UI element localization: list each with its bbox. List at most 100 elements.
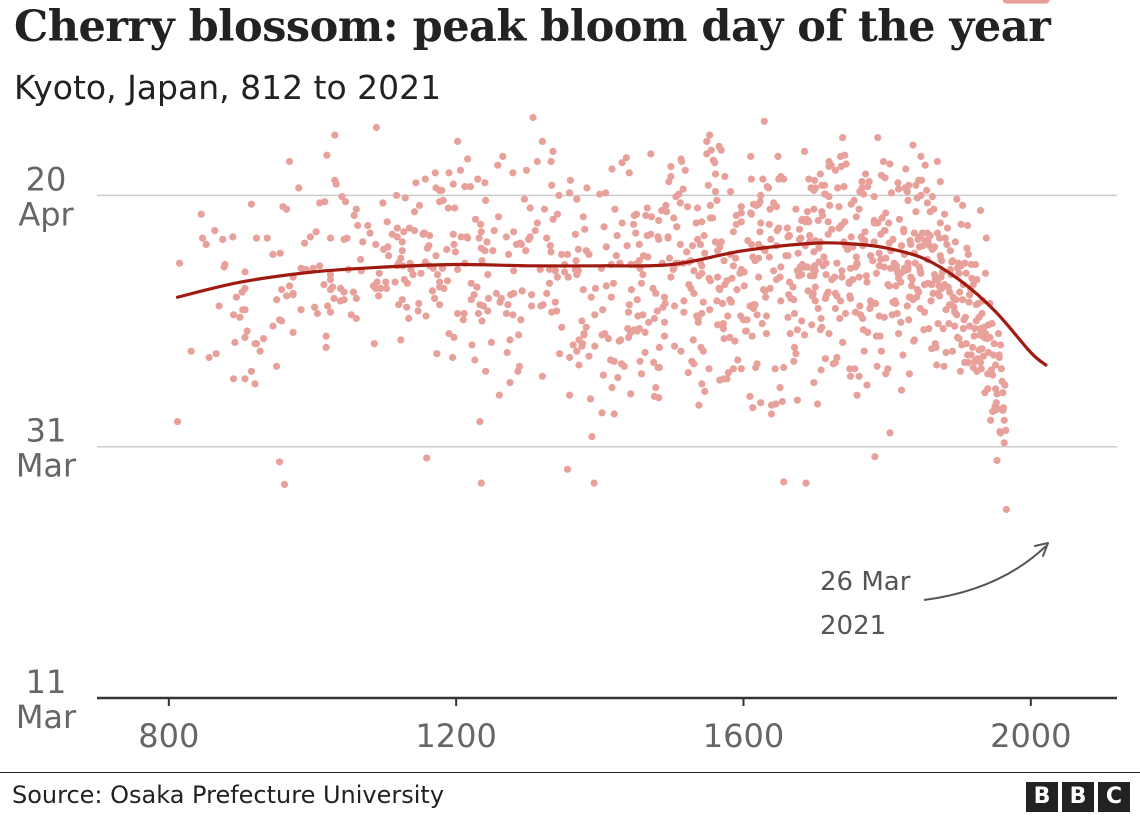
data-point <box>820 253 828 261</box>
data-point <box>366 229 374 237</box>
data-point <box>792 205 800 213</box>
data-point <box>464 155 472 163</box>
data-point <box>884 365 892 373</box>
data-point <box>528 291 536 299</box>
data-point <box>870 238 878 246</box>
data-point <box>484 294 493 302</box>
data-point <box>515 331 523 339</box>
data-point <box>571 230 580 238</box>
data-point <box>502 309 510 318</box>
data-point <box>737 365 745 373</box>
data-point <box>459 316 467 324</box>
data-point <box>863 381 871 389</box>
data-point <box>585 352 593 360</box>
data-point <box>321 198 329 206</box>
data-point <box>976 206 985 215</box>
data-point <box>410 208 419 216</box>
data-point <box>780 175 788 183</box>
data-point <box>729 365 738 373</box>
data-point <box>650 358 658 367</box>
data-point <box>767 235 775 243</box>
data-point <box>864 328 872 336</box>
data-point <box>917 152 925 160</box>
data-point <box>851 365 859 373</box>
data-point <box>825 193 833 201</box>
data-point <box>698 269 706 277</box>
data-point <box>824 230 832 238</box>
data-point <box>450 333 458 341</box>
data-point <box>391 278 399 286</box>
data-point <box>933 157 942 166</box>
data-point <box>753 360 761 368</box>
data-point <box>548 181 556 189</box>
data-point <box>984 385 992 393</box>
data-point <box>719 320 728 328</box>
data-point <box>757 399 765 407</box>
data-point <box>762 293 770 301</box>
data-point <box>795 225 804 233</box>
x-tick-label: 1600 <box>703 717 784 755</box>
data-point <box>652 289 660 297</box>
data-point <box>547 248 555 256</box>
data-point <box>461 183 469 191</box>
data-point <box>676 199 684 207</box>
data-point <box>711 188 720 196</box>
data-point <box>211 227 219 235</box>
data-point <box>601 330 609 338</box>
data-point <box>833 292 841 300</box>
data-point <box>751 301 759 309</box>
data-point <box>326 276 335 284</box>
data-point <box>637 370 646 378</box>
data-point <box>899 351 907 359</box>
data-point <box>433 271 442 279</box>
data-point <box>433 350 441 358</box>
data-point <box>476 418 484 426</box>
data-point <box>440 284 448 292</box>
data-point <box>509 228 518 236</box>
data-point <box>920 308 929 316</box>
data-point <box>352 314 360 323</box>
data-point <box>810 248 818 256</box>
data-point <box>696 240 705 248</box>
data-point <box>473 283 481 291</box>
trend-line <box>175 241 1048 367</box>
data-point <box>509 169 517 177</box>
data-point <box>994 330 1003 338</box>
data-point <box>714 321 722 329</box>
data-point <box>936 219 944 227</box>
data-point <box>705 365 713 373</box>
data-point <box>604 335 613 343</box>
data-point <box>774 152 782 160</box>
data-point <box>762 330 771 338</box>
trend-layer <box>175 241 1048 367</box>
data-point <box>392 191 401 199</box>
data-point <box>908 282 916 290</box>
data-point <box>917 269 925 277</box>
data-point <box>470 291 478 299</box>
data-point <box>783 224 791 232</box>
data-point <box>497 294 505 302</box>
data-point <box>618 159 626 167</box>
y-tick-label-day: 11 <box>26 663 67 701</box>
data-point <box>269 322 277 330</box>
data-point <box>260 335 268 343</box>
data-point <box>701 387 709 395</box>
data-point <box>903 188 911 196</box>
data-point <box>415 299 423 308</box>
data-point <box>839 338 847 346</box>
data-point <box>451 248 459 256</box>
bbc-logo-letter-b1: B <box>1026 782 1058 812</box>
data-point <box>780 363 788 372</box>
data-point <box>900 225 908 233</box>
data-point <box>824 288 832 296</box>
data-point <box>624 308 633 316</box>
data-point <box>846 365 854 373</box>
data-point <box>877 347 886 355</box>
data-point <box>969 343 977 351</box>
data-point <box>887 189 896 197</box>
data-point <box>777 297 785 305</box>
data-point <box>921 161 929 169</box>
data-point <box>443 277 452 285</box>
data-point <box>283 292 291 300</box>
